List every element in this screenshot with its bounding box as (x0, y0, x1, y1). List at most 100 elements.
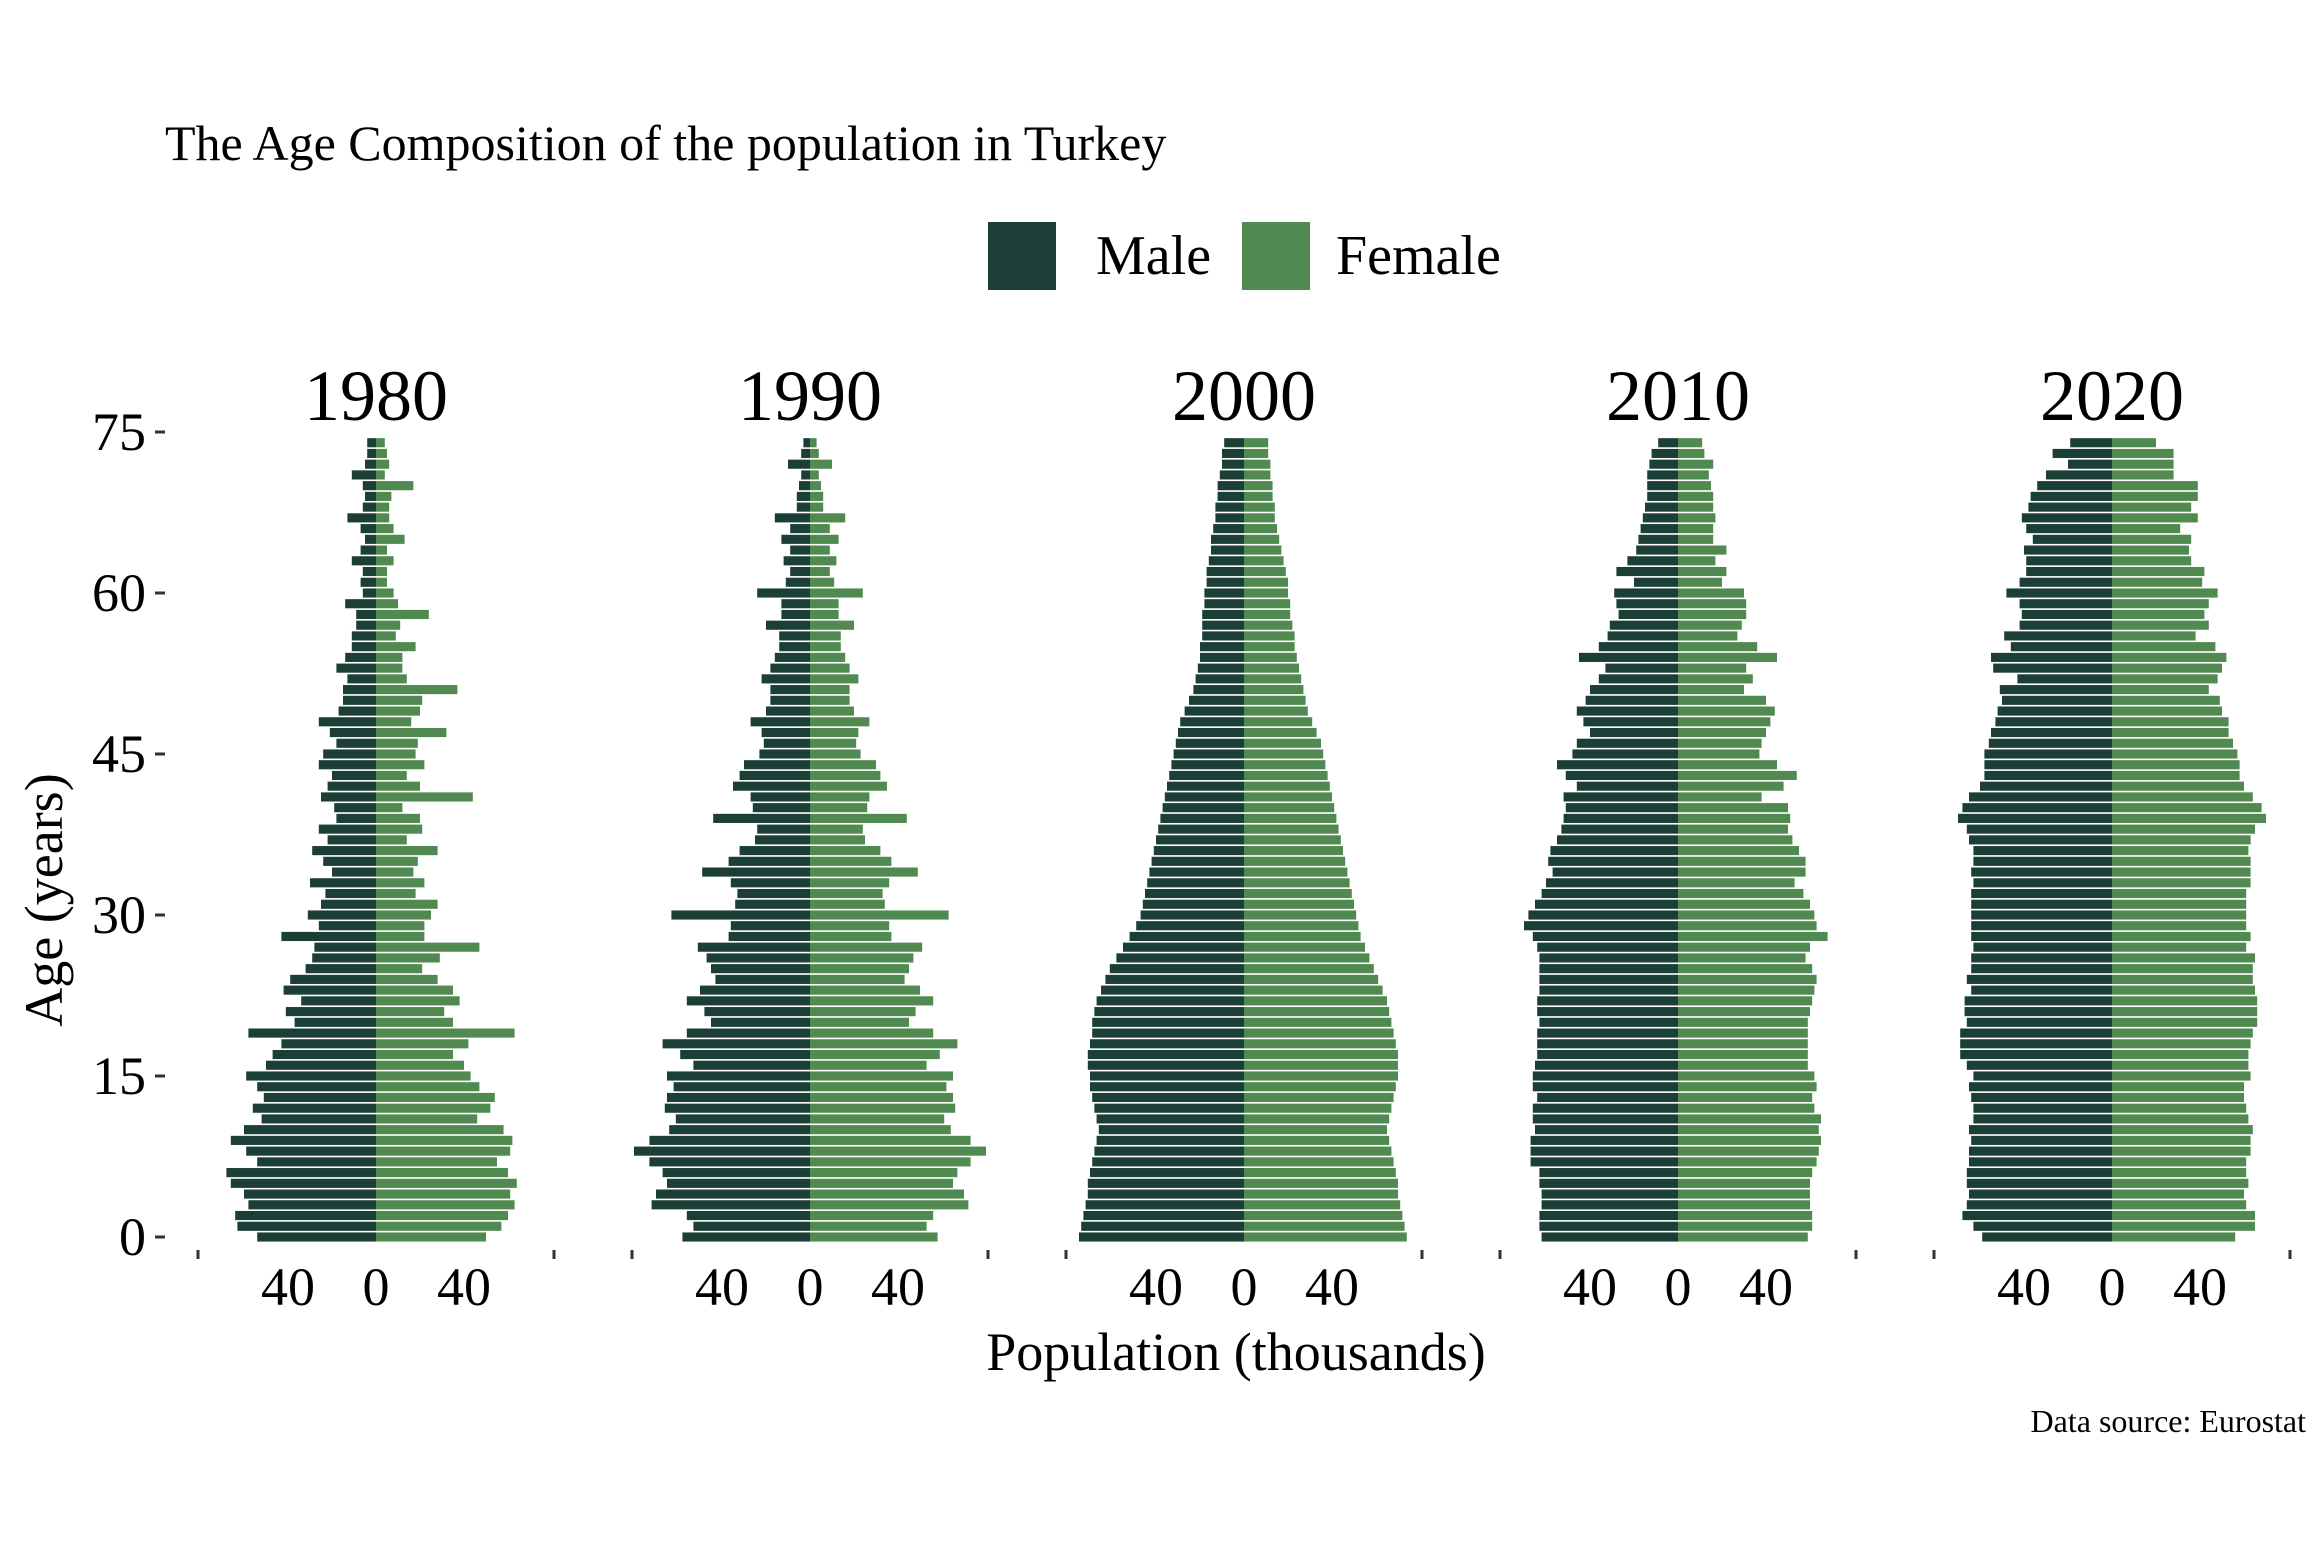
bar-male (360, 524, 376, 534)
bar-male (246, 1071, 376, 1081)
bar-male (1651, 448, 1678, 459)
bar-male (2026, 524, 2112, 534)
bar-female (2112, 1028, 2253, 1038)
bar-male (1539, 974, 1678, 984)
bar-male (1094, 1007, 1244, 1017)
bar-female (1244, 727, 1317, 738)
bar-female (1678, 781, 1784, 791)
bar-female (1678, 1232, 1808, 1242)
bar-female (1678, 1221, 1813, 1231)
bar-male (336, 663, 376, 673)
bar-female (2112, 899, 2247, 909)
bar-male (1962, 803, 2112, 813)
bar-male (750, 792, 810, 802)
bar-female (376, 846, 438, 856)
bar-male (2002, 695, 2112, 705)
bar-male (1647, 491, 1678, 501)
bar-female (810, 835, 865, 845)
bar-male (1202, 609, 1244, 620)
legend: Male Female (988, 222, 1501, 290)
bar-female (376, 642, 416, 652)
bar-male (634, 1146, 810, 1156)
bar-female (1678, 1168, 1813, 1178)
bar-female (376, 695, 423, 705)
bar-female (2112, 599, 2209, 609)
bar-male (2028, 502, 2112, 512)
bar-male (675, 1114, 810, 1124)
bar-female (1244, 964, 1374, 974)
bar-female (810, 448, 819, 459)
bar-male (321, 899, 376, 909)
bar-female (1244, 491, 1273, 501)
facet-label: 2000 (1172, 356, 1316, 436)
x-tick-label: 40 (1563, 1257, 1617, 1317)
bar-female (1678, 1049, 1808, 1060)
bar-female (2112, 1146, 2251, 1156)
bar-female (2112, 803, 2262, 813)
bar-male (1206, 577, 1244, 587)
bar-male (1142, 899, 1244, 909)
bar-male (1200, 642, 1244, 652)
bar-female (2112, 1135, 2251, 1145)
caption: Data source: Eurostat (2031, 1403, 2307, 1439)
bar-male (1973, 1221, 2112, 1231)
bar-female (810, 1200, 969, 1210)
bar-male (362, 481, 376, 491)
bar-female (2112, 1125, 2253, 1135)
bar-female (1678, 1157, 1817, 1167)
bar-female (376, 545, 387, 555)
bar-male (336, 738, 376, 748)
bar-male (1537, 1028, 1678, 1038)
bar-male (1969, 1125, 2112, 1135)
bar-male (1123, 942, 1244, 952)
bar-female (1244, 470, 1271, 480)
bar-female (376, 1103, 491, 1113)
bar-male (1535, 899, 1678, 909)
bar-male (2026, 556, 2112, 566)
bar-male (318, 717, 376, 727)
bar-female (810, 491, 824, 501)
bar-male (1169, 770, 1244, 781)
bar-male (285, 1007, 376, 1017)
bar-male (1087, 1189, 1244, 1199)
bar-male (1966, 1168, 2112, 1178)
bar-male (1175, 738, 1244, 748)
bar-male (1971, 921, 2112, 931)
bar-female (1678, 545, 1727, 555)
bar-male (1105, 974, 1244, 984)
bar-female (810, 1168, 958, 1178)
bar-male (1096, 996, 1244, 1006)
bar-male (1085, 1200, 1244, 1210)
bar-male (1973, 856, 2112, 866)
bar-female (1244, 1017, 1392, 1027)
bar-male (2019, 620, 2112, 630)
bar-male (697, 942, 810, 952)
bar-female (1678, 964, 1813, 974)
bar-female (810, 1189, 964, 1199)
bar-male (252, 1103, 376, 1113)
bar-male (327, 835, 376, 845)
legend-label-female: Female (1336, 225, 1501, 287)
bar-male (312, 953, 376, 963)
bar-male (1211, 545, 1244, 555)
bar-male (1528, 910, 1678, 920)
bar-male (1087, 1060, 1244, 1070)
bar-male (367, 438, 376, 448)
bar-female (2112, 824, 2255, 834)
bar-male (338, 706, 376, 716)
bar-female (376, 631, 396, 641)
bar-female (1678, 1092, 1813, 1103)
bar-female (1244, 899, 1354, 909)
bar-female (1244, 1060, 1398, 1070)
bar-female (810, 1157, 971, 1167)
bar-male (1173, 749, 1244, 759)
bar-female (1678, 717, 1771, 727)
bar-female (2112, 964, 2253, 974)
bar-male (1585, 695, 1678, 705)
bar-female (1244, 760, 1326, 770)
bar-female (1244, 835, 1341, 845)
bar-male (1167, 781, 1244, 791)
bar-male (323, 749, 376, 759)
bar-female (376, 717, 412, 727)
bar-male (1971, 910, 2112, 920)
